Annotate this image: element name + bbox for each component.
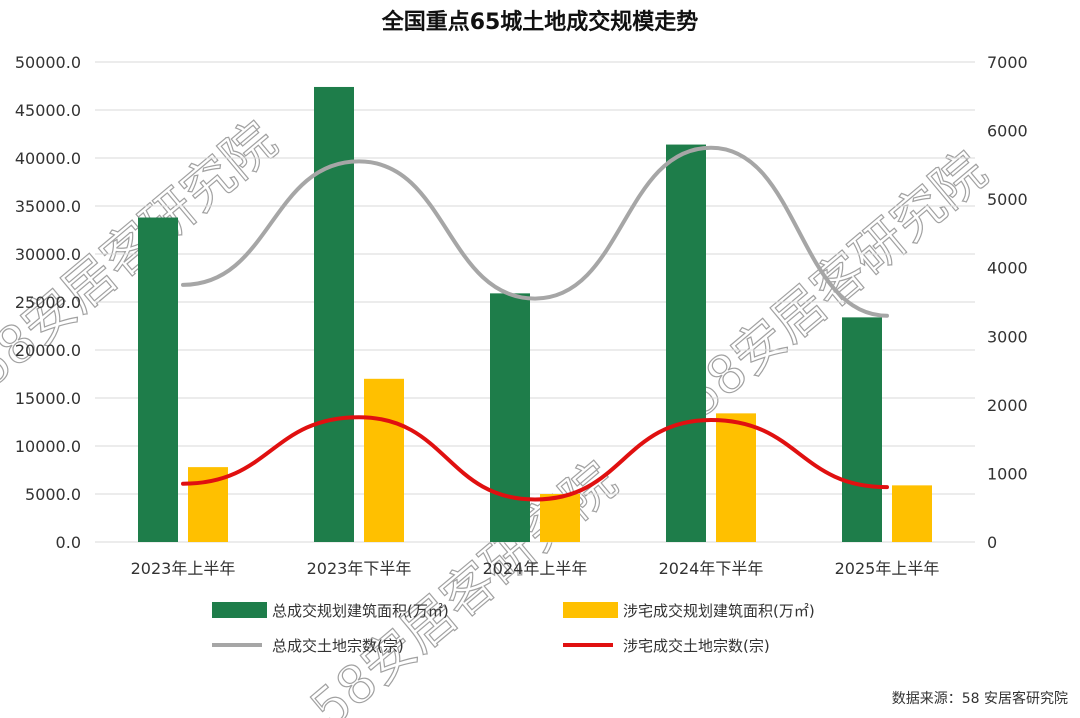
bar-total-area [138,217,178,542]
y-left-tick-label: 35000.0 [15,197,81,216]
x-tick-label: 2024年上半年 [483,559,588,578]
y-left-tick-label: 5000.0 [25,485,81,504]
bar-total-area [666,144,706,542]
y-right-tick-label: 3000 [987,327,1028,346]
y-left-tick-label: 0.0 [56,533,81,552]
line-total-count [181,145,889,318]
y-left-tick-label: 10000.0 [15,437,81,456]
data-source: 数据来源：58 安居客研究院 [891,691,1068,707]
legend-label: 涉宅成交规划建筑面积(万㎡) [623,602,815,620]
legend-swatch [563,602,618,618]
lines [181,145,889,502]
y-right-tick-label: 2000 [987,396,1028,415]
legend: 总成交规划建筑面积(万㎡) 涉宅成交规划建筑面积(万㎡) 总成交土地宗数(宗) 涉宅成… [212,602,815,655]
y-right-tick-label: 4000 [987,259,1028,278]
x-tick-label: 2023年上半年 [131,559,236,578]
x-tick-label: 2023年下半年 [307,559,412,578]
y-right-tick-label: 1000 [987,464,1028,483]
y-left-tick-label: 25000.0 [15,293,81,312]
bar-total-area [314,86,354,543]
y-left-tick-label: 40000.0 [15,149,81,168]
chart-title: 全国重点65城土地成交规模走势 [381,10,699,35]
y-left-tick-label: 30000.0 [15,245,81,264]
y-right-tick-label: 0 [987,533,997,552]
y-axis-left: 0.0 5000.0 10000.0 15000.0 20000.0 25000.0 300… [15,53,81,552]
bar-residential-area [892,485,932,542]
grid-lines [95,61,975,543]
bar-residential-area [364,378,404,542]
y-left-tick-label: 45000.0 [15,101,81,120]
y-right-tick-label: 6000 [987,122,1028,141]
x-tick-label: 2025年上半年 [835,559,940,578]
bar-total-area [842,317,882,542]
x-tick-label: 2024年下半年 [659,559,764,578]
bar-total-area [490,293,530,542]
y-left-tick-label: 15000.0 [15,389,81,408]
bar-residential-area [540,494,580,542]
legend-label: 涉宅成交土地宗数(宗) [623,637,770,655]
y-right-tick-label: 7000 [987,53,1028,72]
bar-residential-area [716,413,756,542]
legend-swatch [212,602,267,618]
line-residential-count [181,415,889,502]
legend-label: 总成交规划建筑面积(万㎡) [272,602,449,620]
y-left-tick-label: 50000.0 [15,53,81,72]
y-axis-right: 0 1000 2000 3000 4000 5000 6000 7000 [987,53,1028,552]
y-left-tick-label: 20000.0 [15,341,81,360]
legend-label: 总成交土地宗数(宗) [272,637,404,655]
x-axis: 2023年上半年 2023年下半年 2024年上半年 2024年下半年 2025年上半年 [131,559,940,578]
y-right-tick-label: 5000 [987,190,1028,209]
